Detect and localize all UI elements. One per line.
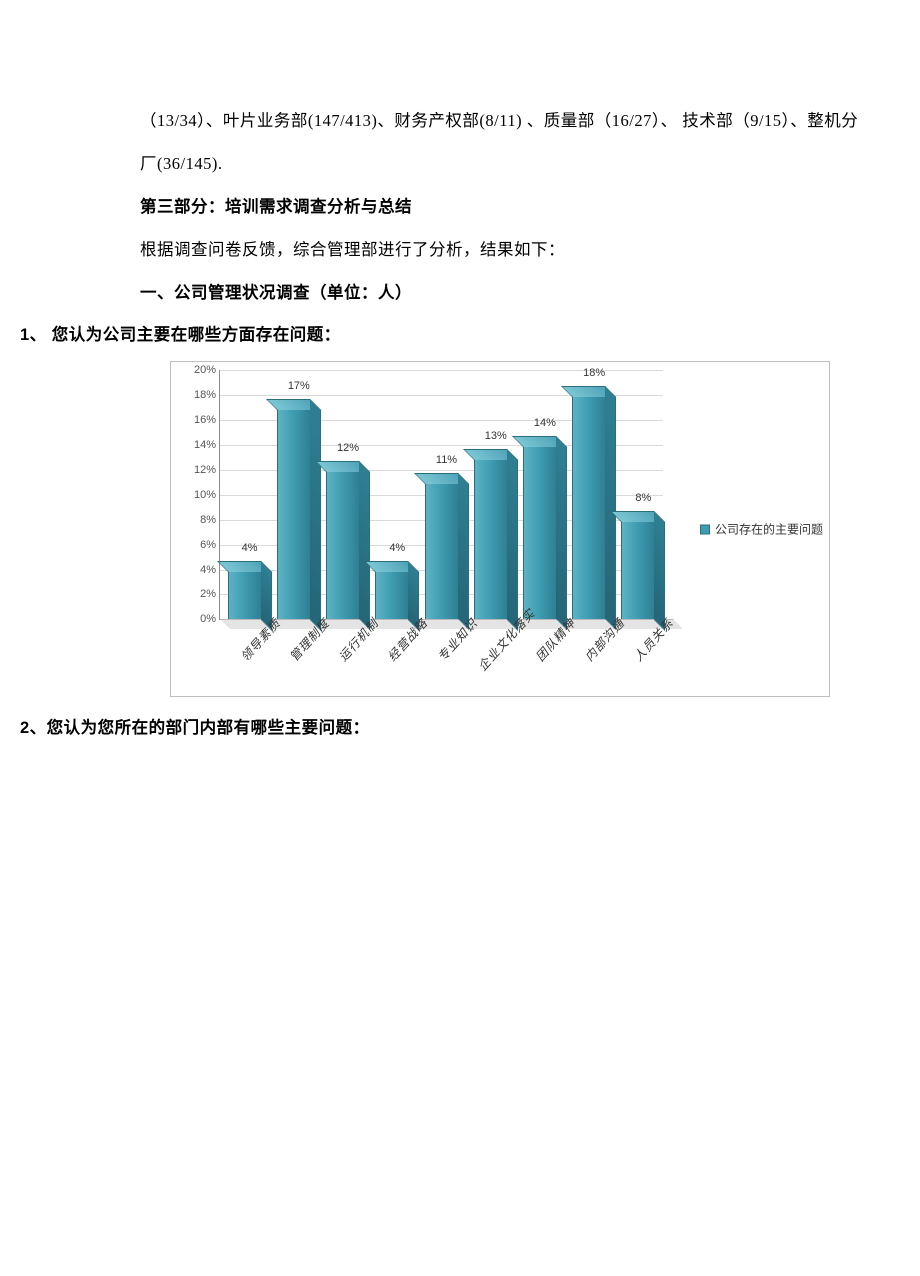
chart-bar: [572, 395, 606, 619]
chart-y-tick: 16%: [180, 414, 216, 426]
chart-y-tick: 12%: [180, 464, 216, 476]
heading-company-status: 一、公司管理状况调查（单位：人）: [20, 272, 900, 315]
chart-x-label: 经营战略: [384, 615, 431, 665]
chart-bar-value: 11%: [422, 454, 472, 466]
chart-bar-value: 8%: [618, 492, 668, 504]
chart-y-tick: 0%: [180, 613, 216, 625]
chart-x-label: 人员关系: [630, 615, 677, 665]
chart-x-label: 管理制度: [285, 615, 332, 665]
chart-x-label: 运行机制: [335, 615, 382, 665]
chart-bar: [228, 570, 262, 620]
chart-bar-value: 14%: [520, 417, 570, 429]
chart-bar-value: 4%: [372, 542, 422, 554]
chart-x-label: 团队精神: [532, 615, 579, 665]
chart-y-tick: 14%: [180, 439, 216, 451]
chart-legend: 公司存在的主要问题: [700, 521, 823, 538]
chart-y-tick: 18%: [180, 389, 216, 401]
chart-bar: [277, 408, 311, 620]
chart-bar: [474, 458, 508, 620]
chart-y-tick: 10%: [180, 489, 216, 501]
chart-y-tick: 2%: [180, 588, 216, 600]
chart-bar-value: 18%: [569, 367, 619, 379]
chart-x-label: 内部沟通: [581, 615, 628, 665]
company-problems-chart: 0% 2% 4% 6% 8% 10% 12% 14% 16% 18% 20% 4% 17% 12% 4% 11…: [170, 361, 830, 697]
paragraph-analysis-intro: 根据调查问卷反馈，综合管理部进行了分析，结果如下：: [20, 229, 900, 272]
chart-bar-value: 4%: [225, 542, 275, 554]
chart-bar: [523, 445, 557, 619]
chart-bar-value: 12%: [323, 442, 373, 454]
chart-y-tick: 20%: [180, 364, 216, 376]
paragraph-dept-counts: （13/34）、叶片业务部(147/413)、财务产权部(8/11) 、质量部（…: [20, 100, 900, 186]
chart-x-label: 专业知识: [433, 615, 480, 665]
chart-plot-area: 0%2%4%6%8%10%12%14%16%18%20%4%17%12%4%11…: [219, 370, 663, 620]
chart-y-tick: 4%: [180, 564, 216, 576]
question-1: 1、 您认为公司主要在哪些方面存在问题：: [20, 314, 900, 357]
chart-bar-value: 17%: [274, 380, 324, 392]
chart-bar: [425, 482, 459, 619]
chart-y-tick: 8%: [180, 514, 216, 526]
legend-label: 公司存在的主要问题: [715, 521, 823, 538]
chart-x-label: 领导素质: [236, 615, 283, 665]
chart-x-axis: 领导素质管理制度运行机制经营战略专业知识企业文化落实团队精神内部沟通人员关系: [219, 620, 663, 690]
chart-y-tick: 6%: [180, 539, 216, 551]
chart-bar: [326, 470, 360, 619]
chart-bar: [621, 520, 655, 620]
legend-swatch: [700, 524, 710, 534]
heading-part3: 第三部分：培训需求调查分析与总结: [20, 186, 900, 229]
question-2: 2、您认为您所在的部门内部有哪些主要问题：: [20, 707, 900, 750]
chart-bar: [375, 570, 409, 620]
